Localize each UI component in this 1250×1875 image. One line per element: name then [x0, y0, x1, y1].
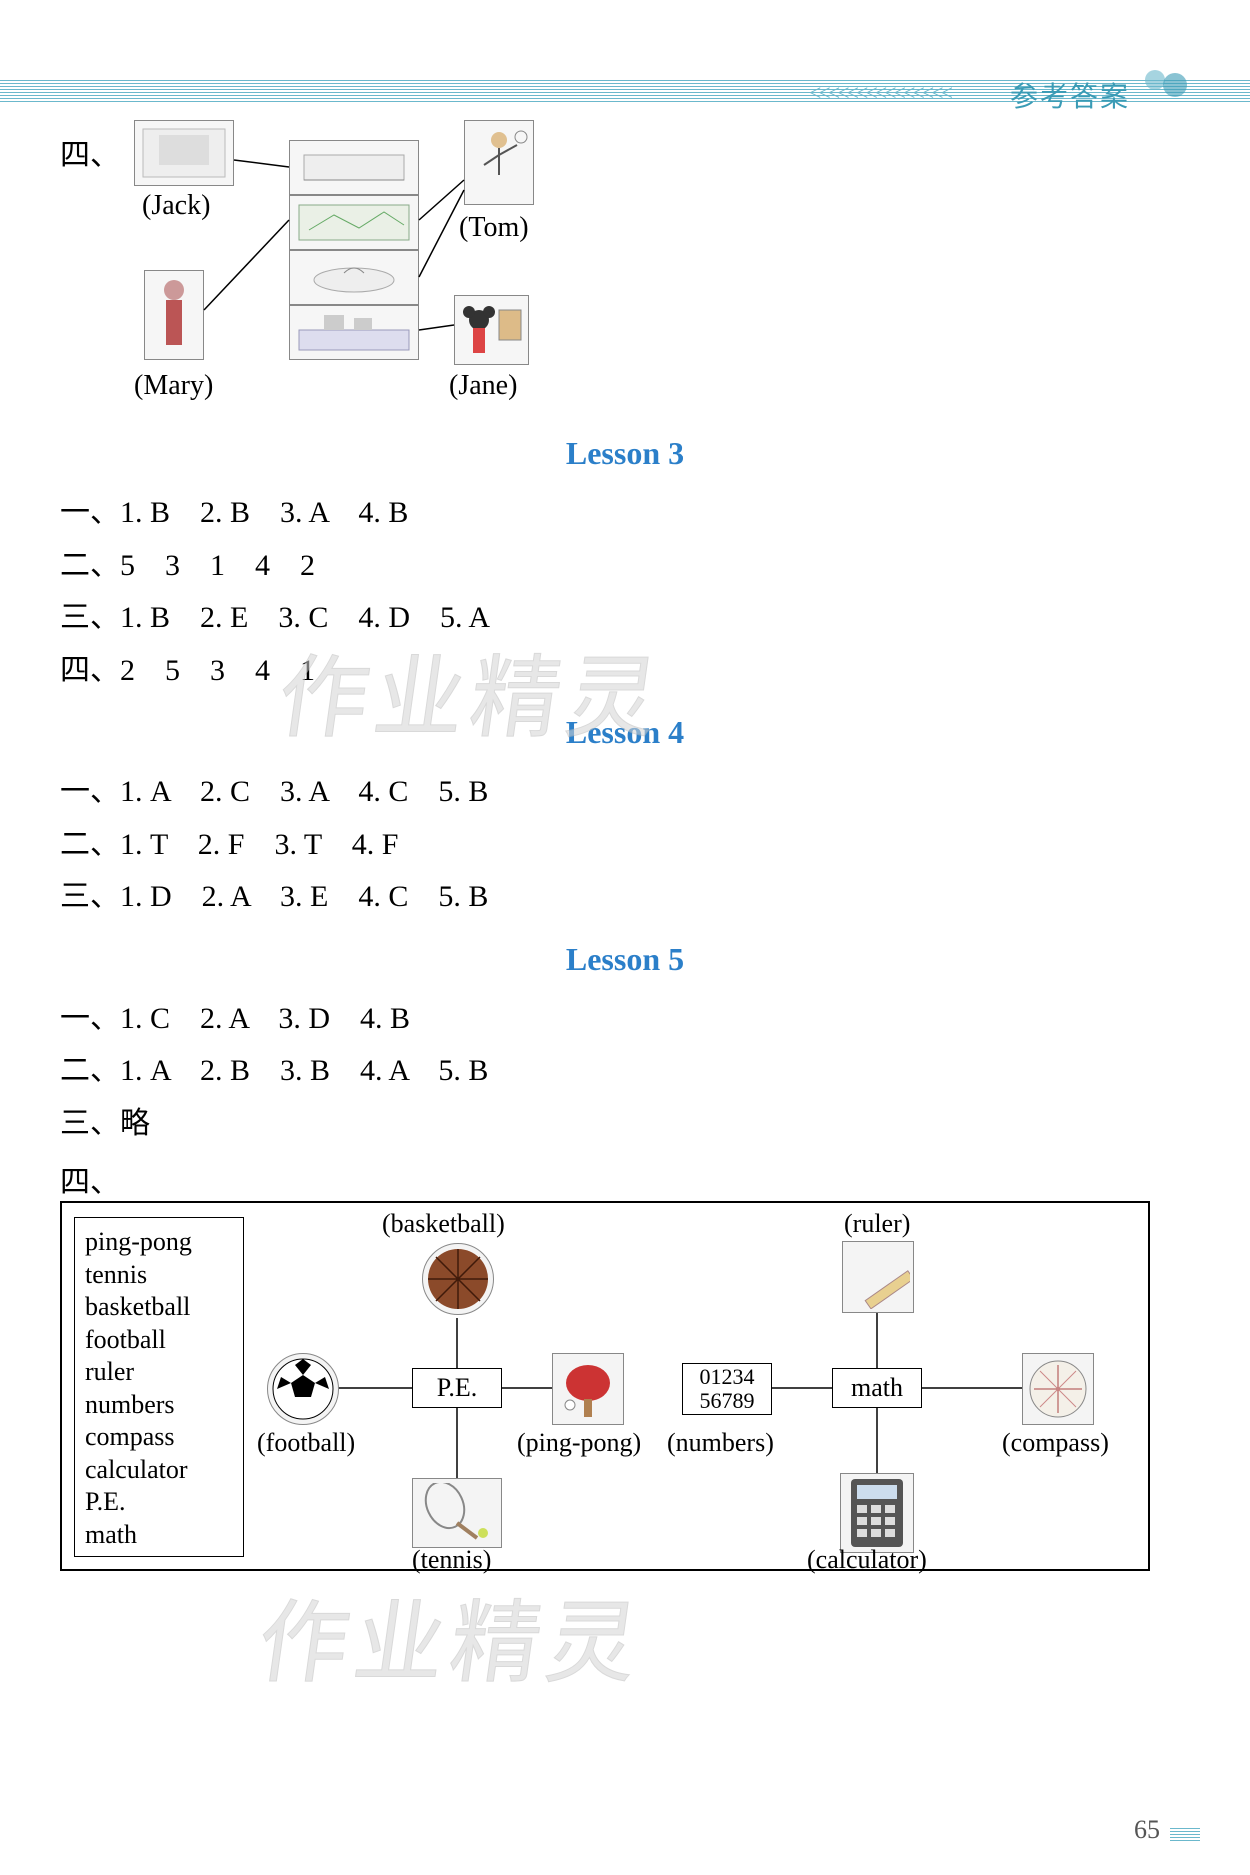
img-compass	[1022, 1353, 1094, 1425]
wl-8: P.E.	[85, 1486, 233, 1519]
matching-diagram: (Jack) (Mary) (Tom)	[134, 120, 734, 410]
wl-2: basketball	[85, 1291, 233, 1324]
wl-0: ping-pong	[85, 1226, 233, 1259]
page-content: 四、 (Jack) (Mary)	[60, 120, 1190, 1571]
label-jack: (Jack)	[142, 190, 210, 222]
wl-1: tennis	[85, 1259, 233, 1292]
l4-line2: 二、1. T 2. F 3. T 4. F	[60, 822, 1190, 869]
img-calculator	[840, 1473, 914, 1553]
sec4b-label: 四、	[60, 1157, 120, 1201]
header-chevrons: <<<<<<<<<<<<<<<	[809, 80, 950, 106]
img-center-3	[289, 250, 419, 305]
node-numbers: 01234 56789	[682, 1363, 772, 1415]
word-list: ping-pong tennis basketball football rul…	[74, 1217, 244, 1557]
l5-line1: 一、1. C 2. A 3. D 4. B	[60, 996, 1190, 1043]
label-calculator: (calculator)	[807, 1545, 927, 1575]
label-tom: (Tom)	[459, 212, 529, 244]
img-mary	[144, 270, 204, 360]
img-pingpong	[552, 1353, 624, 1425]
label-tennis: (tennis)	[412, 1545, 491, 1575]
wl-6: compass	[85, 1421, 233, 1454]
l3-line4: 四、2 5 3 4 1	[60, 648, 1190, 695]
wl-4: ruler	[85, 1356, 233, 1389]
img-jack	[134, 120, 234, 186]
label-football: (football)	[257, 1428, 355, 1458]
watermark-2: 作业精灵	[251, 1570, 653, 1700]
img-jane	[454, 295, 529, 365]
label-mary: (Mary)	[134, 370, 213, 402]
l5-line3: 三、略	[60, 1101, 1190, 1148]
lesson4-title: Lesson 4	[60, 714, 1190, 751]
label-ruler: (ruler)	[844, 1209, 910, 1239]
section-4-bottom: 四、 ping-pong tennis basketball football …	[60, 1153, 1190, 1571]
l4-line3: 三、1. D 2. A 3. E 4. C 5. B	[60, 874, 1190, 921]
img-ruler	[842, 1241, 914, 1313]
wl-5: numbers	[85, 1389, 233, 1422]
node-pe: P.E.	[412, 1368, 502, 1408]
l3-line3: 三、1. B 2. E 3. C 4. D 5. A	[60, 595, 1190, 642]
label-pingpong: (ping-pong)	[517, 1428, 641, 1458]
lesson5-title: Lesson 5	[60, 941, 1190, 978]
img-tom	[464, 120, 534, 205]
concept-diagram: ping-pong tennis basketball football rul…	[60, 1201, 1150, 1571]
l3-line2: 二、5 3 1 4 2	[60, 543, 1190, 590]
l4-line1: 一、1. A 2. C 3. A 4. C 5. B	[60, 769, 1190, 816]
section-4-matching: 四、 (Jack) (Mary)	[60, 120, 1190, 415]
page-number: 65	[1134, 1815, 1160, 1845]
lesson3-title: Lesson 3	[60, 435, 1190, 472]
img-tennis	[412, 1478, 502, 1548]
header-title: 参考答案	[1010, 75, 1130, 115]
img-center-4	[289, 305, 419, 360]
header-mascot-icon	[1140, 60, 1190, 110]
wl-3: football	[85, 1324, 233, 1357]
label-numbers: (numbers)	[667, 1428, 774, 1458]
sec4-label: 四、	[60, 130, 120, 174]
l5-line2: 二、1. A 2. B 3. B 4. A 5. B	[60, 1048, 1190, 1095]
wl-7: calculator	[85, 1454, 233, 1487]
img-basketball	[422, 1243, 494, 1315]
page-number-deco	[1170, 1827, 1200, 1841]
label-basketball: (basketball)	[382, 1209, 505, 1239]
node-math: math	[832, 1368, 922, 1408]
img-football	[267, 1353, 339, 1425]
label-jane: (Jane)	[449, 370, 517, 402]
l3-line1: 一、1. B 2. B 3. A 4. B	[60, 490, 1190, 537]
wl-9: math	[85, 1519, 233, 1552]
label-compass: (compass)	[1002, 1428, 1109, 1458]
img-center-1	[289, 140, 419, 195]
img-center-2	[289, 195, 419, 250]
